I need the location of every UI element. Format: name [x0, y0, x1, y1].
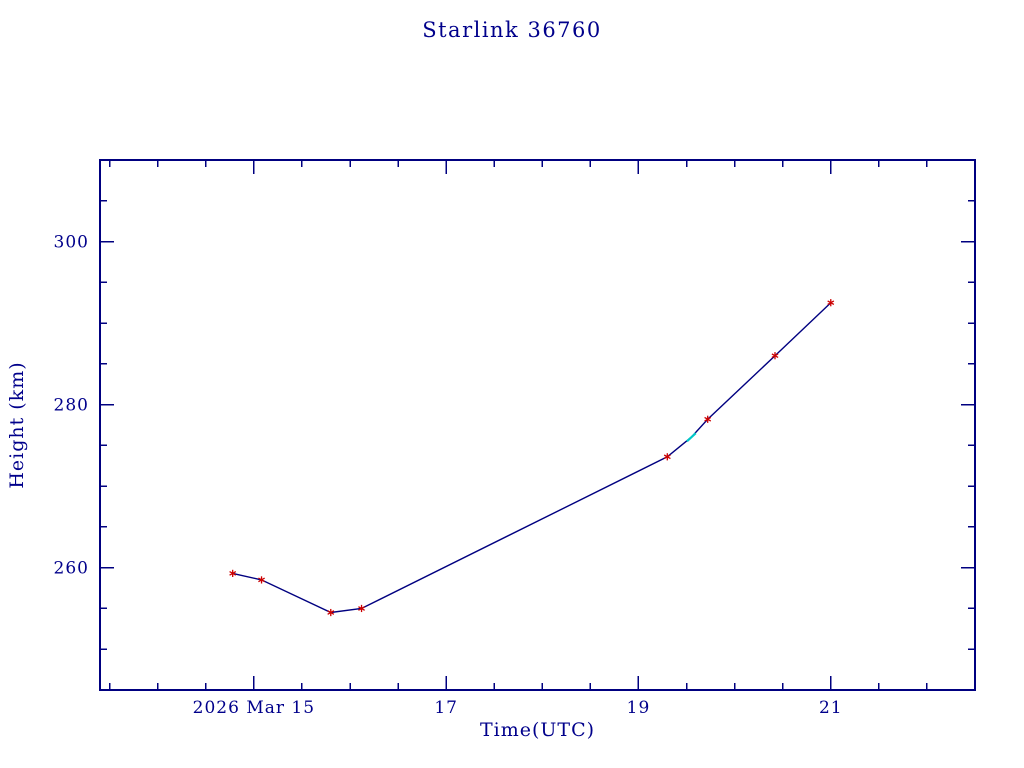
marker-arm [229, 571, 237, 576]
data-point-marker [704, 415, 712, 423]
marker-arm [663, 454, 671, 460]
y-tick-label: 280 [54, 396, 89, 416]
highlight-marker [686, 432, 697, 443]
data-point-marker [771, 352, 779, 360]
x-tick-label: 21 [819, 698, 843, 718]
marker-arm [827, 300, 835, 306]
data-point-marker [327, 608, 335, 617]
data-point-marker [358, 604, 365, 613]
marker-arm [771, 353, 779, 359]
y-tick-label: 260 [54, 559, 89, 579]
plot-frame [99, 159, 976, 691]
data-point-marker [663, 453, 671, 461]
x-axis-label: Time(UTC) [479, 719, 596, 741]
y-tick-label: 300 [54, 233, 89, 253]
x-tick-label: 19 [627, 698, 651, 718]
marker-arm [327, 610, 335, 615]
marker-arm [704, 416, 712, 422]
marker-arm [258, 577, 265, 583]
x-tick-label: 17 [434, 698, 458, 718]
data-point-marker [229, 569, 237, 577]
chart-title: Starlink 36760 [422, 18, 602, 42]
y-axis-label: Height (km) [6, 361, 28, 489]
marker-arm [358, 606, 365, 611]
data-line [232, 302, 832, 614]
data-point-marker [827, 299, 835, 307]
x-tick-label: 2026 Mar 15 [193, 698, 315, 718]
data-point-marker [258, 576, 265, 584]
